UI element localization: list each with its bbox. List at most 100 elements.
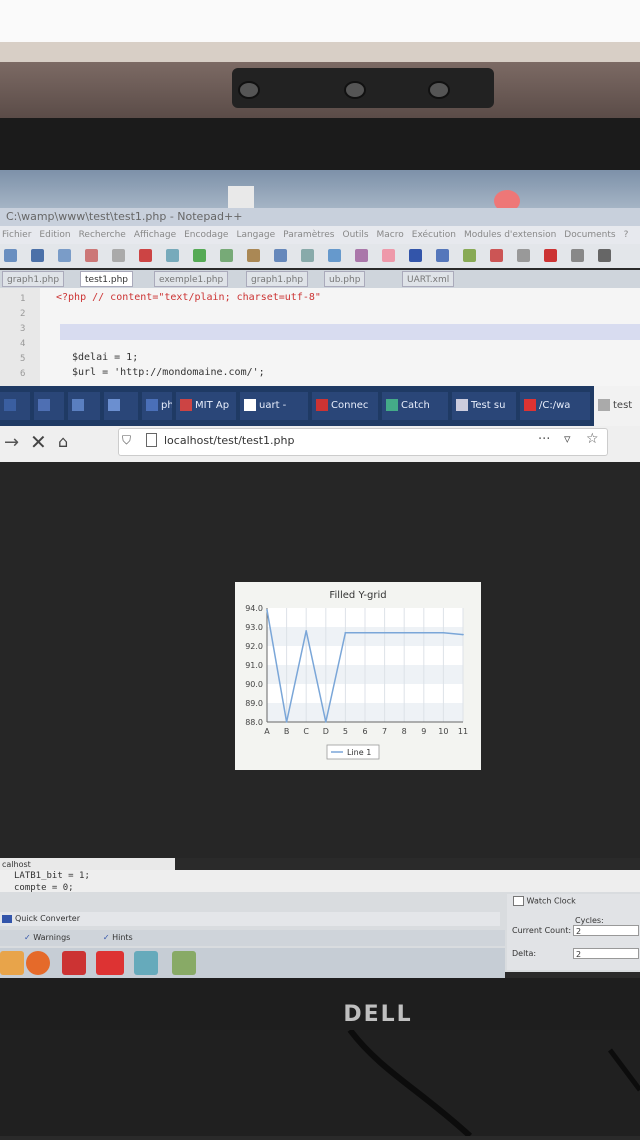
toolbar-button-icon[interactable]	[220, 249, 233, 262]
quick-converter-label[interactable]: Quick Converter	[15, 914, 81, 923]
toolbar-button-icon[interactable]	[58, 249, 71, 262]
npp-menu-item[interactable]: Affichage	[133, 230, 177, 240]
npp-menu-item[interactable]: Macro	[376, 230, 404, 240]
browser-tab[interactable]	[68, 392, 100, 420]
code-line[interactable]: <?php // content="text/plain; charset=ut…	[56, 292, 321, 303]
npp-menu-item[interactable]: ?	[623, 230, 629, 240]
npp-tab[interactable]: graph1.php	[2, 271, 65, 287]
home-icon[interactable]: ⌂	[58, 432, 69, 451]
desktop-firefox-icon[interactable]	[494, 190, 520, 212]
watch-clock-title[interactable]: Watch Clock	[513, 896, 576, 906]
npp-menu-item[interactable]: Fichier	[2, 230, 32, 240]
shield-icon[interactable]: ⛉	[122, 433, 132, 447]
toolbar-button-icon[interactable]	[463, 249, 476, 262]
firefox-icon[interactable]	[26, 951, 50, 975]
delta-field[interactable]: 2	[573, 948, 639, 959]
browser-tab[interactable]: uart -	[240, 392, 308, 420]
toolbar-button-icon[interactable]	[112, 249, 125, 262]
npp-menu-item[interactable]: Modules d'extension	[463, 230, 557, 240]
browser-tab[interactable]	[104, 392, 138, 420]
ide-code-line[interactable]: compte = 0;	[14, 883, 74, 893]
ide-code-editor[interactable]: LATB1_bit = 1; compte = 0;	[0, 870, 640, 896]
bookmark-star-icon[interactable]: ☆	[586, 431, 599, 447]
ide-code-line[interactable]: LATB1_bit = 1;	[14, 871, 90, 881]
npp-tab[interactable]: UART.xml	[402, 271, 455, 287]
toolbar-button-icon[interactable]	[544, 249, 557, 262]
forward-icon[interactable]: →	[4, 432, 20, 453]
tab-favicon-icon	[4, 399, 16, 411]
toolbar-button-icon[interactable]	[4, 249, 17, 262]
toolbar-button-icon[interactable]	[139, 249, 152, 262]
folder-icon[interactable]	[0, 951, 24, 975]
toolbar-button-icon[interactable]	[247, 249, 260, 262]
browser-tab[interactable]	[34, 392, 64, 420]
browser-tab[interactable]: php	[142, 392, 172, 420]
npp-menu-item[interactable]: Recherche	[78, 230, 126, 240]
browser-tab[interactable]: test	[594, 386, 640, 426]
tab-favicon-icon	[316, 399, 328, 411]
current-line-highlight	[60, 324, 640, 340]
npp-menu-item[interactable]: Documents	[564, 230, 616, 240]
toolbar-button-icon[interactable]	[382, 249, 395, 262]
browser-tab[interactable]: Connec	[312, 392, 378, 420]
npp-code-area[interactable]: <?php // content="text/plain; charset=ut…	[46, 292, 636, 388]
checkbox-icon[interactable]	[513, 896, 524, 906]
hints-label[interactable]: Hints	[112, 933, 133, 942]
toolbar-button-icon[interactable]	[31, 249, 44, 262]
more-actions-icon[interactable]: ···	[538, 432, 551, 447]
app-icon[interactable]	[134, 951, 158, 975]
browser-tab[interactable]: MIT Ap	[176, 392, 236, 420]
toolbar-button-icon[interactable]	[328, 249, 341, 262]
toolbar-button-icon[interactable]	[193, 249, 206, 262]
npp-menu-item[interactable]: Exécution	[411, 230, 456, 240]
check-icon[interactable]: ✓	[24, 933, 31, 942]
mikroc-icon[interactable]	[62, 951, 86, 975]
chart-app-icon[interactable]	[172, 951, 196, 975]
toolbar-button-icon[interactable]	[355, 249, 368, 262]
tab-favicon-icon	[244, 399, 256, 411]
toolbar-button-icon[interactable]	[85, 249, 98, 262]
browser-tab[interactable]: Test su	[452, 392, 516, 420]
npp-menu-item[interactable]: Langage	[236, 230, 276, 240]
npp-tab[interactable]: test1.php	[80, 271, 134, 287]
quick-converter-bar[interactable]: Quick Converter	[0, 912, 500, 926]
toolbar-button-icon[interactable]	[517, 249, 530, 262]
warnings-label[interactable]: Warnings	[33, 933, 71, 942]
firefox-tab-strip: php MIT Ap uart - Connec Catch Test su/C:/wa t…	[0, 386, 640, 426]
browser-tab[interactable]	[0, 392, 30, 420]
npp-menu-item[interactable]: Encodage	[184, 230, 229, 240]
stop-icon[interactable]: ✕	[30, 430, 47, 454]
npp-menu-item[interactable]: Paramètres	[283, 230, 335, 240]
npp-editor[interactable]	[0, 288, 640, 388]
url-text[interactable]: localhost/test/test1.php	[164, 434, 295, 447]
toolbar-button-icon[interactable]	[490, 249, 503, 262]
pocket-icon[interactable]: ▿	[564, 432, 571, 447]
webcam-lens-icon	[344, 81, 366, 99]
toolbar-button-icon[interactable]	[571, 249, 584, 262]
npp-tab[interactable]: ub.php	[324, 271, 366, 287]
toolbar-button-icon[interactable]	[598, 249, 611, 262]
x-tick-label: 8	[402, 727, 407, 736]
browser-tab[interactable]: /C:/wa	[520, 392, 590, 420]
toolbar-button-icon[interactable]	[166, 249, 179, 262]
toolbar-button-icon[interactable]	[409, 249, 422, 262]
browser-tab[interactable]: Catch	[382, 392, 448, 420]
data-point	[285, 721, 288, 723]
desktop-file-icon[interactable]	[228, 186, 254, 210]
npp-menu-item[interactable]: Outils	[342, 230, 369, 240]
npp-tab[interactable]: graph1.php	[246, 271, 309, 287]
desk-surface	[0, 1028, 640, 1139]
url-bar[interactable]: ⛉ localhost/test/test1.php ··· ▿ ☆	[118, 428, 608, 456]
npp-tab[interactable]: exemple1.php	[154, 271, 229, 287]
toolbar-button-icon[interactable]	[274, 249, 287, 262]
current-count-field[interactable]: 2	[573, 925, 639, 936]
tab-label: php	[161, 400, 172, 411]
code-line[interactable]: $url = 'http://mondomaine.com/';	[72, 367, 265, 378]
toolbar-button-icon[interactable]	[436, 249, 449, 262]
toolbar-button-icon[interactable]	[301, 249, 314, 262]
code-line[interactable]: $delai = 1;	[72, 352, 139, 363]
screen-edge	[0, 118, 640, 170]
npp-menu-item[interactable]: Edition	[39, 230, 71, 240]
pic-icon[interactable]	[96, 951, 124, 975]
check-icon[interactable]: ✓	[102, 933, 110, 942]
